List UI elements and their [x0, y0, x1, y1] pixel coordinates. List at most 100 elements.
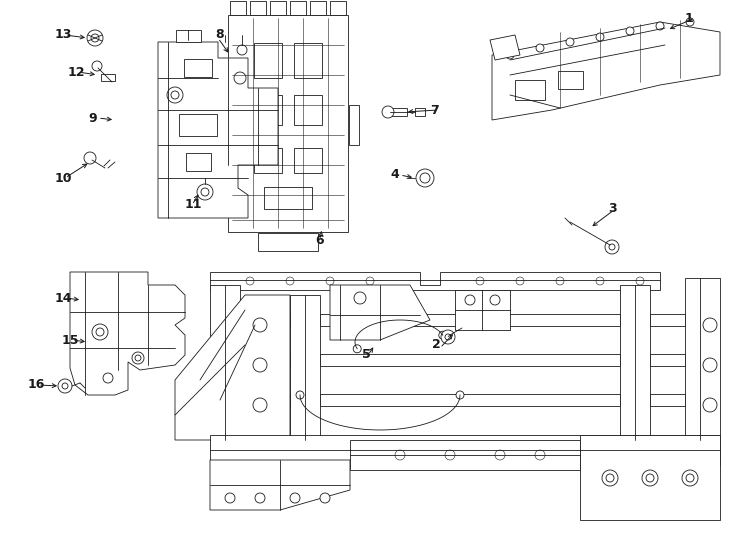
- Polygon shape: [240, 314, 290, 326]
- Circle shape: [246, 277, 254, 285]
- Text: 14: 14: [55, 292, 73, 305]
- Circle shape: [703, 318, 717, 332]
- Circle shape: [602, 470, 618, 486]
- Circle shape: [566, 38, 574, 46]
- Bar: [515, 80, 545, 100]
- Polygon shape: [320, 354, 620, 366]
- Circle shape: [92, 324, 108, 340]
- Circle shape: [609, 244, 615, 250]
- Circle shape: [91, 34, 99, 42]
- Circle shape: [132, 352, 144, 364]
- Bar: [186, 153, 211, 171]
- Bar: [254, 95, 282, 125]
- Circle shape: [441, 330, 455, 344]
- Circle shape: [416, 169, 434, 187]
- Circle shape: [646, 474, 654, 482]
- Bar: [558, 71, 583, 89]
- Circle shape: [626, 27, 634, 35]
- Circle shape: [420, 173, 430, 183]
- Text: 5: 5: [362, 348, 371, 361]
- Polygon shape: [210, 435, 720, 465]
- Text: 7: 7: [430, 104, 439, 117]
- Bar: [101, 73, 115, 80]
- Polygon shape: [210, 285, 240, 440]
- Polygon shape: [290, 295, 320, 440]
- Circle shape: [320, 493, 330, 503]
- Circle shape: [255, 493, 265, 503]
- Bar: [217, 105, 227, 145]
- Circle shape: [167, 87, 183, 103]
- Text: 4: 4: [390, 168, 399, 181]
- Circle shape: [395, 450, 405, 460]
- Circle shape: [103, 373, 113, 383]
- Circle shape: [642, 470, 658, 486]
- Circle shape: [686, 18, 694, 26]
- Circle shape: [353, 345, 361, 353]
- Bar: [270, 1, 286, 15]
- Circle shape: [682, 470, 698, 486]
- Circle shape: [171, 91, 179, 99]
- Circle shape: [516, 277, 524, 285]
- Circle shape: [686, 474, 694, 482]
- Text: 12: 12: [68, 65, 85, 78]
- Bar: [250, 1, 266, 15]
- Polygon shape: [210, 460, 350, 510]
- Circle shape: [253, 318, 267, 332]
- Circle shape: [656, 22, 664, 30]
- Circle shape: [92, 61, 102, 71]
- Circle shape: [286, 277, 294, 285]
- Text: 11: 11: [185, 199, 203, 212]
- Circle shape: [225, 493, 235, 503]
- Circle shape: [703, 398, 717, 412]
- Polygon shape: [455, 290, 510, 330]
- Circle shape: [201, 188, 209, 196]
- Polygon shape: [228, 15, 348, 232]
- Text: 10: 10: [55, 172, 73, 185]
- Circle shape: [536, 44, 544, 52]
- Text: 8: 8: [215, 29, 224, 42]
- Bar: [294, 147, 322, 172]
- Polygon shape: [492, 22, 720, 120]
- Bar: [294, 95, 322, 125]
- Bar: [175, 30, 200, 42]
- Circle shape: [135, 355, 141, 361]
- Polygon shape: [490, 35, 520, 60]
- Bar: [294, 43, 322, 78]
- Polygon shape: [175, 295, 290, 440]
- Text: 9: 9: [88, 111, 97, 125]
- Circle shape: [197, 184, 213, 200]
- Polygon shape: [240, 394, 290, 406]
- Text: 6: 6: [315, 233, 324, 246]
- Bar: [349, 105, 359, 145]
- Polygon shape: [240, 354, 290, 366]
- Circle shape: [354, 292, 366, 304]
- Circle shape: [234, 72, 246, 84]
- Circle shape: [439, 331, 447, 339]
- Bar: [264, 187, 312, 209]
- Polygon shape: [685, 278, 720, 440]
- Text: 13: 13: [55, 29, 73, 42]
- Circle shape: [606, 474, 614, 482]
- Circle shape: [535, 450, 545, 460]
- Circle shape: [556, 277, 564, 285]
- Circle shape: [62, 383, 68, 389]
- Circle shape: [290, 493, 300, 503]
- Polygon shape: [650, 394, 685, 406]
- Circle shape: [382, 106, 394, 118]
- Bar: [310, 1, 326, 15]
- Polygon shape: [320, 394, 620, 406]
- Circle shape: [490, 295, 500, 305]
- Text: 3: 3: [608, 201, 617, 214]
- Circle shape: [253, 398, 267, 412]
- Bar: [258, 233, 318, 251]
- Text: 1: 1: [685, 11, 694, 24]
- Circle shape: [326, 277, 334, 285]
- Circle shape: [605, 240, 619, 254]
- Circle shape: [296, 391, 304, 399]
- Polygon shape: [620, 285, 650, 440]
- Circle shape: [596, 33, 604, 41]
- Circle shape: [596, 277, 604, 285]
- Bar: [415, 108, 425, 116]
- Text: 2: 2: [432, 339, 440, 352]
- Circle shape: [445, 450, 455, 460]
